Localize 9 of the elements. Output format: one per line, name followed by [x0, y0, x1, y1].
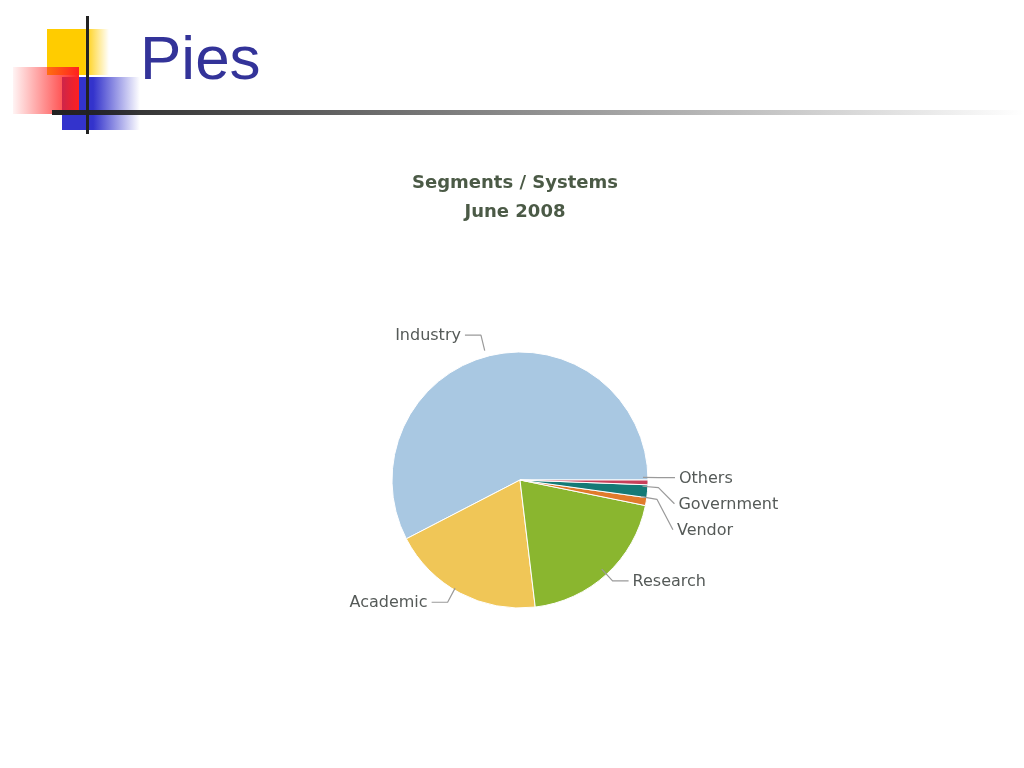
chart-title: Segments / Systems: [411, 170, 619, 194]
slice-label: Vendor: [676, 519, 734, 539]
slice-label: Industry: [395, 324, 461, 344]
chart-subtitle: June 2008: [462, 199, 567, 223]
slice-label: Government: [678, 493, 779, 513]
slice-label: Academic: [349, 591, 428, 611]
text: Pies: [140, 22, 261, 94]
slice-label: Research: [632, 570, 706, 590]
slice-label: Others: [678, 467, 733, 487]
